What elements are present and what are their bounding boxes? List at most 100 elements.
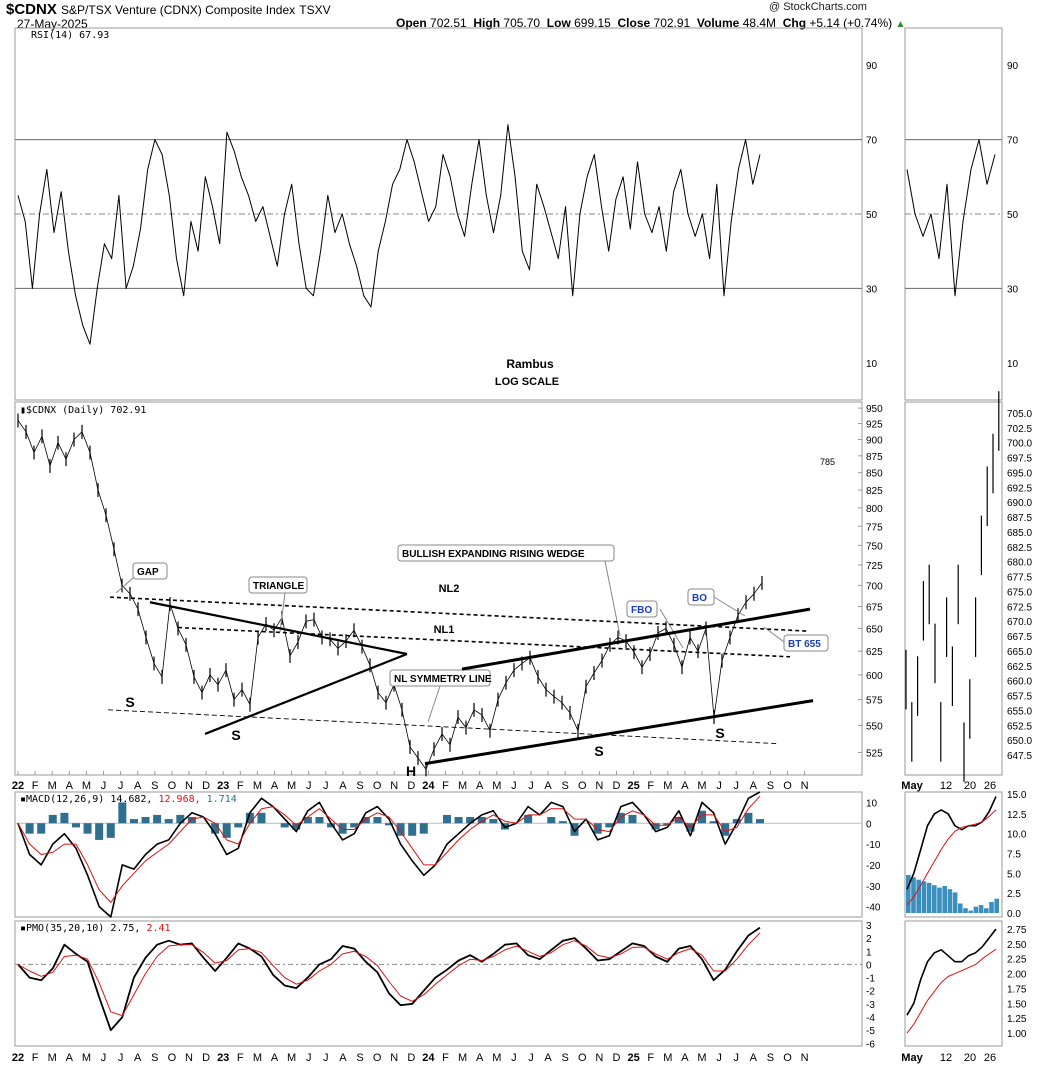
price-inset-x-label: 12 [940,780,952,792]
macd-hist-value: 1.714 [207,794,237,805]
price-inset-tick-label: 682.5 [1007,543,1032,554]
pmo-x-tick-label: M [48,1052,57,1064]
bt655-pointer [763,626,785,643]
pmo-panel-frame [14,920,863,1047]
macd-histogram-bar [605,823,614,828]
pmo-inset-x-label: 20 [964,1052,976,1064]
pmo-value: 2.75, [110,923,146,934]
price-x-tick-label: J [733,780,739,792]
pmo-x-tick-label: M [697,1052,706,1064]
pmo-x-tick-label: J [306,1052,312,1064]
macd-histogram-bar [48,814,57,824]
high-value: 705.70 [503,16,541,30]
macd-histogram-bar [234,823,243,828]
price-inset-tick-label: 687.5 [1007,513,1032,524]
price-inset-tick-label: 695.0 [1007,468,1032,479]
pmo-tick-label: -2 [866,987,875,998]
pmo-legend: ▪PMO(35,20,10) 2.75, 2.41 [20,923,171,934]
price-x-tick-label: F [32,780,39,792]
macd-inset-signal [906,809,997,906]
price-inset-tick-label: 650.0 [1007,736,1032,747]
pmo-x-tick-label: S [151,1052,158,1064]
price-x-tick-label: 24 [422,780,435,792]
macd-inset-histogram-bar [947,889,953,913]
pmo-x-tick-label: J [323,1052,329,1064]
pmo-x-tick-label: J [101,1052,107,1064]
pmo-inset-tick-label: 2.25 [1007,955,1027,966]
macd-histogram-bar [593,823,602,834]
price-inset-x-label: May [901,780,923,792]
macd-inset-histogram-bar [906,874,911,913]
price-inset-tick-label: 657.5 [1007,692,1032,703]
price-inset-tick-label: 652.5 [1007,721,1032,732]
rsi-tick-label: 10 [866,359,878,370]
macd-histogram-bar [338,823,347,834]
pmo-tick-label: 1 [866,947,872,958]
bo-callout: BO [692,593,707,604]
macd-inset-histogram-bar [937,887,942,913]
head-label: H [406,763,416,779]
pmo-x-tick-label: O [783,1052,792,1064]
pmo-tick-label: 3 [866,921,872,932]
price-x-tick-label: M [253,780,262,792]
shoulder-label-4: S [715,725,724,741]
price-legend: ▮$CDNX (Daily) 702.91 [20,405,146,416]
price-x-tick-label: M [697,780,706,792]
pmo-x-tick-label: A [339,1052,347,1064]
price-inset-tick-label: 700.0 [1007,439,1032,450]
price-tick-label: 825 [866,486,883,497]
pmo-inset-tick-label: 1.75 [1007,984,1027,995]
pmo-x-tick-label: A [134,1052,142,1064]
gap-callout: GAP [137,567,159,578]
price-x-tick-label: O [783,780,792,792]
pmo-x-tick-label: O [373,1052,382,1064]
nl-symmetry-callout: NL SYMMETRY LINE [394,674,492,685]
price-inset-tick-label: 647.5 [1007,751,1032,762]
open-value: 702.51 [430,16,467,30]
price-line [17,420,763,770]
macd-histogram-bar [396,823,405,836]
macd-legend: ▪MACD(12,26,9) 14.682, 12.968, 1.714 [20,794,237,805]
volume-value: 48.4M [742,16,777,30]
macd-histogram-bar [477,817,486,824]
macd-histogram-bar [651,823,660,830]
pmo-x-tick-label: F [237,1052,244,1064]
macd-inset-histogram-bar [958,903,963,913]
price-x-tick-label: M [492,780,501,792]
rsi-inset-tick-label: 50 [1007,210,1019,221]
macd-histogram-bar [721,823,730,836]
rsi-inset-tick-label: 10 [1007,359,1019,370]
neckline-nl2 [109,596,809,632]
pmo-inset-tick-label: 1.50 [1007,999,1027,1010]
bo-pointer [713,596,746,617]
pmo-x-tick-label: F [442,1052,449,1064]
pmo-x-tick-label: J [733,1052,739,1064]
macd-inset-tick-label: 0.0 [1007,909,1021,920]
pmo-x-tick-label: A [544,1052,552,1064]
macd-histogram-bar [408,823,417,836]
macd-histogram-bar [37,823,46,834]
low-value: 699.15 [574,16,611,30]
pmo-inset-x-label: 26 [984,1052,996,1064]
macd-histogram-bar [292,823,301,830]
macd-inset-histogram-bar [994,898,999,913]
price-x-tick-label: M [48,780,57,792]
price-x-tick-label: O [168,780,177,792]
macd-inset-histogram-bar [984,908,989,913]
macd-tick-label: -40 [866,903,881,914]
pmo-inset-signal [906,948,997,1034]
pmo-x-tick-label: D [202,1052,210,1064]
macd-histogram-bar [118,802,127,824]
price-tick-label: 775 [866,522,883,533]
macd-histogram-bar [71,823,80,828]
price-x-tick-label: A [66,780,74,792]
macd-inset-tick-label: 12.5 [1007,810,1027,821]
index-name: S&P/TSX Venture (CDNX) Composite Index [61,3,296,17]
triangle-callout: TRIANGLE [253,581,304,592]
pmo-x-tick-label: J [528,1052,534,1064]
macd-inset-frame [904,791,1003,918]
neckline-nl1 [177,626,791,658]
price-inset-tick-label: 692.5 [1007,483,1032,494]
macd-histogram-bar [176,814,185,824]
macd-histogram-bar [698,810,707,824]
